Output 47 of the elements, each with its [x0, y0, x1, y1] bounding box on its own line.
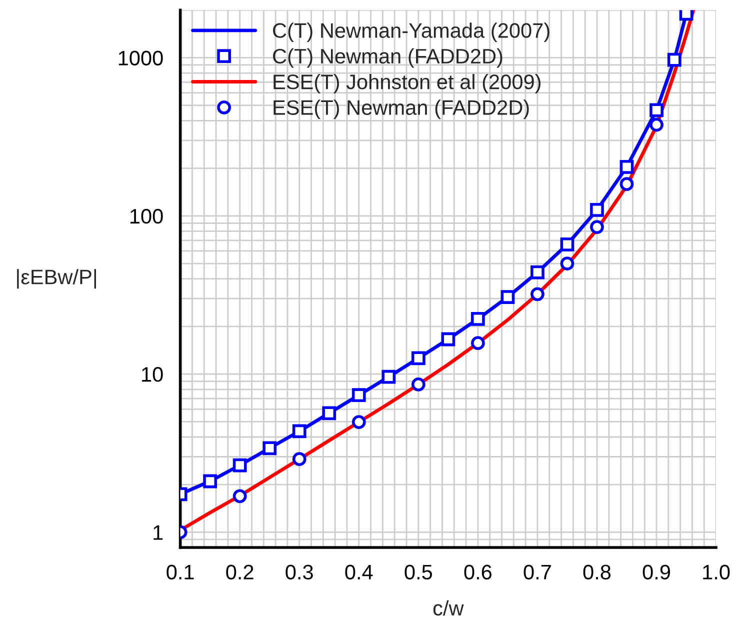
point: [232, 489, 247, 504]
point: [322, 406, 336, 420]
x-tick-label: 1.0: [703, 564, 730, 580]
point: [590, 203, 604, 217]
x-tick-label: 0.7: [524, 564, 551, 580]
point: [352, 388, 366, 402]
legend-label: C(T) Newman-Yamada (2007): [273, 22, 550, 42]
point: [470, 336, 485, 350]
y-axis-title: |εEBw/P|: [17, 269, 96, 289]
point: [560, 237, 574, 252]
point: [262, 441, 277, 456]
point: [620, 160, 634, 174]
point: [292, 424, 306, 438]
point: [232, 458, 247, 472]
x-tick-label: 0.1: [166, 564, 194, 580]
point: [560, 256, 574, 270]
point: [292, 452, 306, 466]
point: [667, 52, 682, 67]
x-tick-label: 0.8: [583, 564, 611, 580]
point: [590, 220, 604, 234]
point: [411, 377, 426, 392]
y-tick-label: 1: [154, 525, 163, 540]
point: [500, 290, 515, 304]
point: [203, 474, 218, 488]
x-tick-label: 0.9: [642, 564, 670, 580]
y-tick-label: 10: [142, 367, 163, 382]
x-tick-label: 0.2: [226, 564, 254, 580]
legend-label: ESE(T) Newman (FADD2D): [274, 100, 529, 120]
point: [411, 351, 426, 366]
y-tick-label: 1000: [118, 50, 163, 66]
point: [620, 177, 634, 191]
legend-label: ESE(T) Johnston et al (2009): [274, 74, 540, 94]
x-tick-label: 0.6: [464, 564, 492, 580]
point: [530, 265, 544, 280]
point: [650, 103, 664, 118]
point: [530, 287, 544, 302]
legend-label: C(T) Newman (FADD2D): [273, 48, 502, 68]
point: [470, 312, 485, 326]
x-tick-label: 0.3: [286, 564, 313, 580]
y-tick-label: 100: [130, 208, 163, 224]
point: [441, 332, 456, 346]
point: [650, 118, 664, 132]
point: [382, 370, 396, 384]
x-axis-title: c/w: [433, 600, 464, 616]
x-tick-label: 0.5: [404, 564, 432, 580]
point: [352, 415, 366, 430]
x-tick-label: 0.4: [345, 564, 373, 580]
